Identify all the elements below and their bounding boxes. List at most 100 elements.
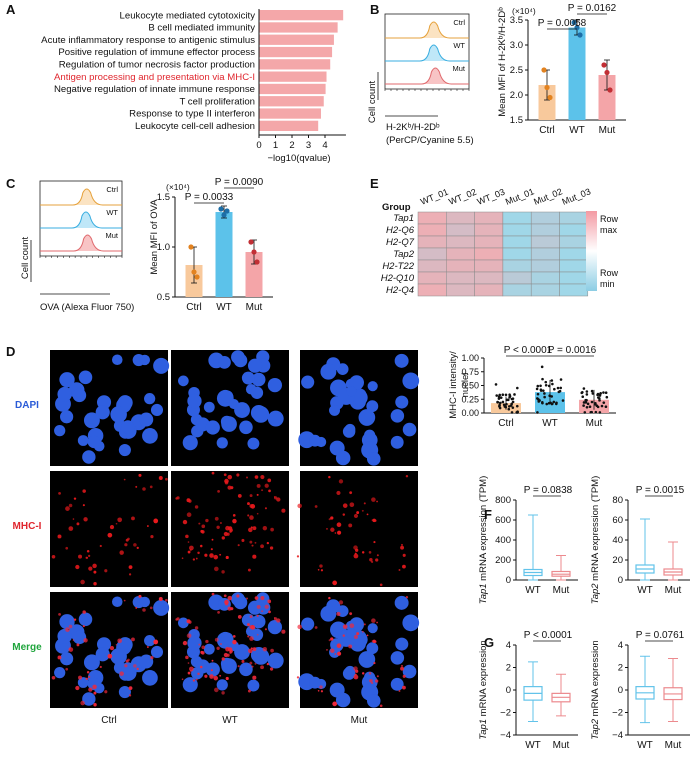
mhc-signal bbox=[270, 527, 274, 532]
d-point bbox=[551, 382, 554, 386]
c-histogram-2 bbox=[40, 234, 122, 252]
mhc-signal bbox=[262, 646, 268, 652]
mhc-signal bbox=[73, 497, 77, 500]
mhc-signal bbox=[268, 489, 271, 493]
mhc-signal bbox=[225, 525, 230, 531]
panel-letter: C bbox=[6, 176, 16, 191]
d-point bbox=[599, 392, 602, 395]
mhc-signal bbox=[220, 522, 222, 524]
mhc-signal bbox=[217, 490, 220, 493]
mhc-signal bbox=[236, 594, 240, 598]
c-ytick-label: 1.5 bbox=[157, 192, 170, 203]
d-point bbox=[541, 401, 544, 404]
mhc-signal bbox=[245, 476, 249, 479]
mhc-signal bbox=[214, 516, 219, 521]
mhc-signal bbox=[247, 514, 250, 517]
nucleus bbox=[309, 434, 321, 447]
mhc-signal bbox=[266, 541, 270, 545]
c-point-1-0 bbox=[218, 206, 224, 212]
term-label-5: Antigen processing and presentation via … bbox=[54, 72, 255, 83]
e-cell-0-0 bbox=[417, 211, 447, 225]
f-left-category-0: WT bbox=[525, 585, 541, 596]
mhc-signal bbox=[88, 687, 93, 692]
mhc-signal bbox=[186, 498, 191, 503]
mhc-signal bbox=[366, 634, 369, 637]
nucleus bbox=[250, 386, 264, 399]
mhc-signal bbox=[400, 543, 403, 546]
term-label-9: Leukocyte cell-cell adhesion bbox=[135, 121, 255, 132]
nucleus bbox=[187, 393, 202, 409]
c-scale: (×10⁴) bbox=[166, 182, 190, 192]
mhc-signal bbox=[201, 645, 206, 650]
d-point bbox=[602, 391, 605, 394]
d-row-label-0: DAPI bbox=[15, 400, 39, 411]
panel-letter: E bbox=[370, 176, 379, 191]
term-label-6: Negative regulation of innate immune res… bbox=[54, 84, 255, 95]
d-point bbox=[542, 389, 545, 392]
nucleus bbox=[346, 386, 357, 397]
mhc-signal bbox=[185, 655, 189, 660]
nucleus bbox=[216, 437, 228, 449]
mhc-signal bbox=[194, 505, 199, 509]
mhc-signal bbox=[330, 527, 335, 532]
e-column-3: Mut_01 bbox=[504, 186, 536, 207]
mhc-signal bbox=[353, 674, 359, 680]
mhc-signal bbox=[146, 646, 149, 648]
c-point-2-1 bbox=[251, 249, 257, 255]
mhc-signal bbox=[187, 662, 190, 664]
bar-a-3 bbox=[259, 46, 333, 58]
e-cell-5-1 bbox=[446, 271, 475, 285]
mhc-signal bbox=[398, 569, 401, 571]
mhc-signal bbox=[317, 689, 320, 692]
mhc-signal bbox=[181, 678, 184, 681]
g-right-ytick-label: 4 bbox=[618, 640, 623, 651]
d-point bbox=[509, 404, 513, 407]
c-histogram-0 bbox=[40, 188, 122, 206]
mhc-signal bbox=[264, 604, 269, 609]
e-column-1: WT_02 bbox=[447, 187, 478, 207]
term-label-3: Positive regulation of immune effector p… bbox=[58, 47, 255, 58]
nucleus bbox=[142, 670, 158, 686]
mhc-signal bbox=[314, 505, 318, 508]
mhc-signal bbox=[123, 599, 126, 602]
mhc-signal bbox=[136, 546, 139, 549]
mhc-signal bbox=[349, 612, 353, 616]
nucleus bbox=[342, 425, 356, 438]
mhc-signal bbox=[72, 639, 75, 641]
e-cell-3-4 bbox=[530, 247, 560, 261]
c-hist-label-0: Ctrl bbox=[106, 185, 118, 194]
mhc-signal bbox=[83, 638, 88, 643]
e-cell-4-1 bbox=[446, 259, 475, 273]
mhc-signal bbox=[296, 555, 300, 558]
mhc-signal bbox=[158, 597, 163, 601]
mhc-signal bbox=[165, 477, 168, 481]
d-point bbox=[505, 402, 508, 406]
e-cell-1-1 bbox=[446, 223, 475, 237]
nucleus bbox=[121, 420, 135, 434]
nucleus bbox=[150, 403, 164, 417]
mhc-signal bbox=[153, 518, 159, 524]
mhc-signal bbox=[128, 565, 133, 570]
b-ytick-label: 1.5 bbox=[510, 115, 523, 126]
e-cell-2-5 bbox=[559, 235, 589, 249]
mhc-signal bbox=[400, 545, 405, 550]
mhc-signal bbox=[247, 568, 251, 572]
nucleus bbox=[390, 409, 405, 423]
mhc-signal bbox=[65, 546, 69, 550]
panel-letter: G bbox=[484, 635, 494, 650]
e-cell-4-5 bbox=[559, 259, 589, 273]
d-point bbox=[552, 400, 556, 404]
mhc-signal bbox=[405, 474, 409, 478]
b-point-0-2 bbox=[547, 94, 553, 101]
nucleus bbox=[187, 635, 202, 651]
bar-a-5 bbox=[259, 71, 327, 82]
micrograph-background bbox=[300, 471, 418, 587]
mhc-signal bbox=[209, 674, 214, 679]
mhc-signal bbox=[328, 639, 331, 642]
mhc-signal bbox=[92, 563, 97, 569]
g-right-ytick-label: 2 bbox=[618, 663, 623, 674]
nucleus bbox=[216, 679, 228, 691]
mhc-signal bbox=[197, 672, 200, 676]
mhc-signal bbox=[216, 646, 220, 651]
nucleus bbox=[234, 402, 250, 418]
